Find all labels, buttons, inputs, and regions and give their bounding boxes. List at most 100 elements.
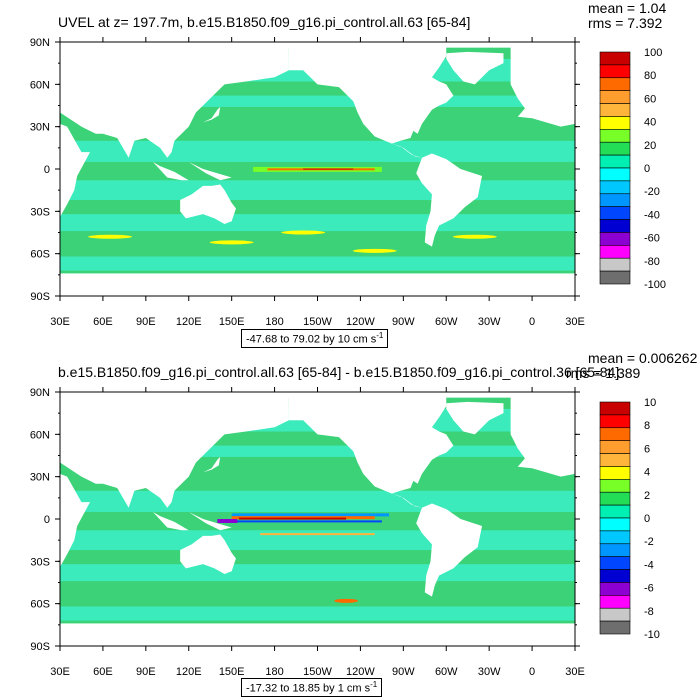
mean-stat: mean = 1.04 bbox=[588, 0, 667, 16]
range-text: -17.32 to 18.85 by 1 cm s bbox=[246, 682, 371, 695]
colorbar-swatch bbox=[599, 453, 631, 467]
lat-label: 30S bbox=[30, 556, 50, 568]
land-mass bbox=[60, 392, 289, 508]
anomaly-band-neg bbox=[231, 513, 390, 517]
colorbar-swatch bbox=[599, 51, 631, 66]
ocean-band bbox=[60, 95, 575, 107]
lon-label: 120W bbox=[346, 316, 375, 328]
colorbar-swatch bbox=[599, 414, 631, 429]
colorbar-swatch bbox=[599, 530, 631, 545]
ocean-band bbox=[60, 564, 575, 582]
colorbar-swatch bbox=[599, 245, 631, 259]
antarctica-land bbox=[60, 273, 575, 296]
lon-label: 150W bbox=[303, 666, 332, 678]
land-mass bbox=[0, 116, 91, 219]
colorbar-swatch bbox=[599, 582, 631, 596]
colorbar-swatch bbox=[599, 167, 631, 182]
land-mass bbox=[391, 143, 422, 158]
lon-label: 150W bbox=[303, 316, 332, 328]
southern-jet bbox=[88, 234, 133, 239]
lon-label: 90E bbox=[136, 316, 156, 328]
lat-label: 90S bbox=[30, 641, 50, 653]
colorbar-swatch bbox=[599, 180, 631, 195]
colorbar-swatch bbox=[599, 543, 631, 557]
land-mass bbox=[152, 511, 189, 531]
land-mass bbox=[446, 401, 504, 435]
anomaly-band-max bbox=[238, 517, 347, 520]
lon-label: 150E bbox=[219, 666, 245, 678]
land-mass bbox=[203, 456, 221, 473]
land-mass bbox=[60, 42, 289, 158]
panel-title: b.e15.B1850.f09_g16.pi_control.all.63 [6… bbox=[58, 364, 620, 380]
lon-label: 0 bbox=[529, 666, 535, 678]
colorbar-label: -20 bbox=[644, 186, 660, 198]
southern-jet bbox=[281, 230, 326, 235]
lat-label: 60S bbox=[30, 249, 50, 261]
land-mass bbox=[0, 466, 91, 569]
colorbar-swatch bbox=[599, 479, 631, 493]
map-panel-2: b.e15.B1850.f09_g16.pi_control.all.63 [6… bbox=[0, 350, 700, 700]
map-panel-1: UVEL at z= 197.7m, b.e15.B1850.f09_g16.p… bbox=[0, 0, 667, 348]
lon-label: 120E bbox=[176, 666, 202, 678]
colorbar-swatch bbox=[599, 270, 631, 285]
ocean-band bbox=[60, 445, 575, 457]
ocean-band bbox=[60, 256, 575, 271]
land-mass bbox=[510, 42, 575, 127]
land-mass bbox=[288, 392, 454, 494]
lon-label: 90E bbox=[136, 666, 156, 678]
map-area bbox=[0, 392, 575, 646]
colorbar-swatch bbox=[599, 154, 631, 169]
colorbar-swatch bbox=[599, 595, 631, 609]
southern-jet bbox=[352, 248, 397, 253]
colorbar-label: -4 bbox=[644, 559, 654, 571]
equatorial-current-max bbox=[303, 168, 354, 170]
contour-range-box: -47.68 to 79.02 by 10 cm s-1 bbox=[241, 329, 389, 348]
range-text: -47.68 to 79.02 by 10 cm s bbox=[246, 333, 377, 346]
colorbar-swatch bbox=[599, 440, 631, 454]
colorbar-swatch bbox=[599, 556, 631, 570]
colorbar-label: 2 bbox=[644, 490, 650, 502]
colorbar-label: 80 bbox=[644, 70, 656, 82]
range-unit-exponent: -1 bbox=[376, 331, 384, 340]
land-mass bbox=[188, 161, 232, 181]
colorbar-swatch bbox=[599, 206, 631, 220]
lon-label: 60W bbox=[435, 316, 458, 328]
lon-label: 30W bbox=[478, 316, 501, 328]
ocean-band bbox=[60, 490, 575, 512]
colorbar-label: 20 bbox=[644, 140, 656, 152]
map-plot: 90N 60N 30N 0 30S 60S 90S 30E 60E 90E 120E 150E 180 1… bbox=[0, 37, 667, 328]
land-mass bbox=[416, 503, 483, 597]
mean-stat: mean = 0.006262 bbox=[588, 350, 698, 366]
colorbar-label: 0 bbox=[644, 513, 650, 525]
lat-label: 60N bbox=[30, 79, 50, 91]
colorbar-label: -2 bbox=[644, 536, 654, 548]
arctic-land bbox=[60, 42, 575, 48]
lon-label: 60W bbox=[435, 666, 458, 678]
colorbar-swatch bbox=[599, 504, 631, 519]
lat-label: 60N bbox=[30, 429, 50, 441]
land-mass bbox=[180, 534, 236, 575]
lon-label: 60E bbox=[93, 666, 113, 678]
land-mass bbox=[446, 51, 504, 85]
ocean-band bbox=[60, 180, 575, 201]
lon-label: 30E bbox=[565, 666, 585, 678]
land-mass bbox=[180, 184, 236, 225]
colorbar-swatch bbox=[599, 103, 631, 117]
lat-label: 90N bbox=[30, 37, 50, 49]
colorbar-swatch bbox=[599, 64, 631, 79]
colorbar-label: -8 bbox=[644, 606, 654, 618]
rms-stat: rms = 1.389 bbox=[566, 365, 641, 381]
colorbar-swatch bbox=[599, 607, 631, 622]
rms-stat: rms = 7.392 bbox=[588, 15, 663, 31]
lon-label: 30E bbox=[50, 666, 70, 678]
colorbar-label: -40 bbox=[644, 209, 660, 221]
lat-label: 30N bbox=[30, 122, 50, 134]
ocean-band bbox=[60, 140, 575, 162]
colorbar-label: -80 bbox=[644, 256, 660, 268]
lat-label: 0 bbox=[44, 164, 50, 176]
map-area bbox=[0, 42, 575, 296]
colorbar-label: 6 bbox=[644, 443, 650, 455]
colorbar-label: -10 bbox=[644, 629, 660, 641]
colorbar-swatch bbox=[599, 620, 631, 635]
lat-label: 90N bbox=[30, 387, 50, 399]
